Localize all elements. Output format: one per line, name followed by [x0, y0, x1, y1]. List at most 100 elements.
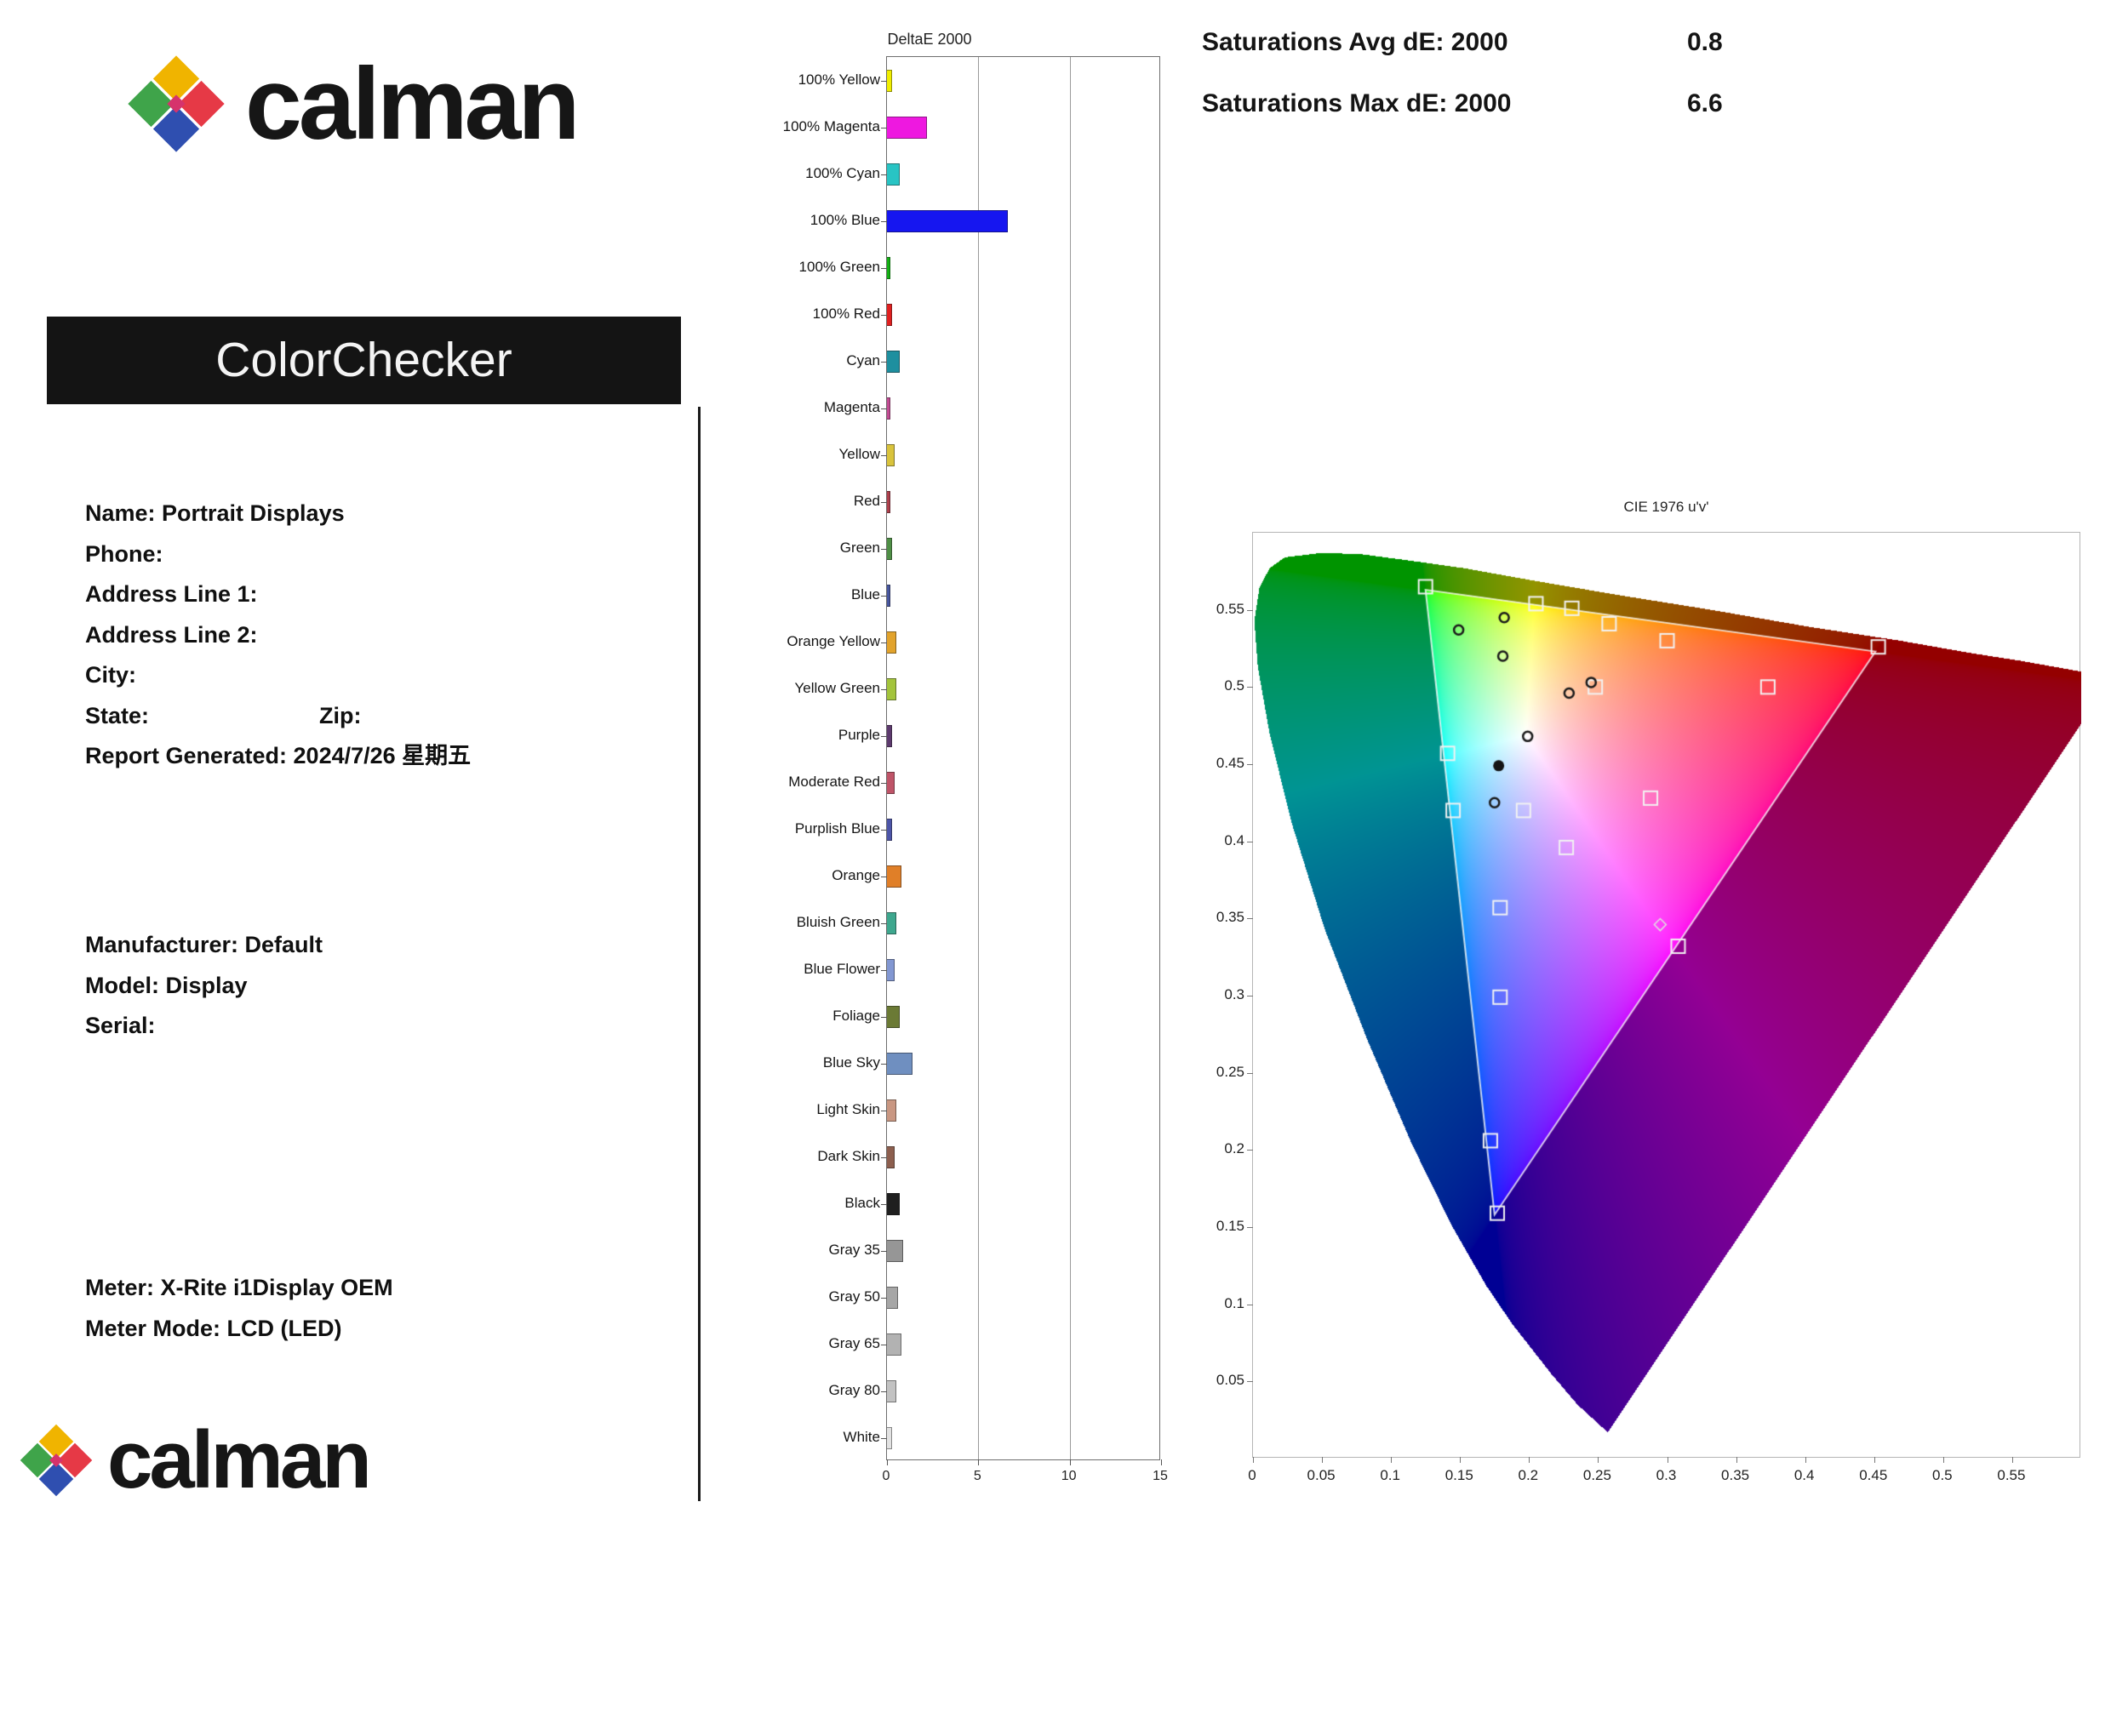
deltae-plot-area — [881, 56, 1162, 1465]
report-title-banner: ColorChecker — [47, 317, 681, 404]
bar-category-label: Gray 80 — [828, 1382, 880, 1398]
x-axis-label: 0.2 — [1518, 1467, 1539, 1483]
y-axis-tick — [881, 548, 887, 550]
x-axis-label: 0.1 — [1380, 1467, 1400, 1483]
x-axis-tick — [1253, 1457, 1254, 1463]
meter-mode: Meter Mode: LCD (LED) — [85, 1315, 342, 1341]
y-axis-tick — [881, 1297, 887, 1299]
y-axis-tick — [1247, 609, 1253, 611]
deltae-category-labels: 100% Yellow 100% Magenta 100% Cyan 100% Blu… — [696, 56, 880, 1460]
deltae-x-axis-labels: 0 5 10 15 — [883, 1469, 1168, 1489]
y-axis-tick — [881, 1016, 887, 1018]
deltae-bar — [887, 865, 902, 888]
bar-category-label: Gray 35 — [828, 1242, 880, 1258]
x-axis-label: 0.55 — [1997, 1467, 2026, 1483]
y-axis-tick — [881, 80, 887, 82]
bar-category-label: Moderate Red — [788, 774, 880, 790]
x-axis-tick — [1069, 1459, 1071, 1465]
saturations-max-label: Saturations Max dE: 2000 — [1202, 89, 1512, 117]
bar-category-label: 100% Green — [798, 259, 880, 275]
deltae-bar — [887, 537, 893, 560]
y-axis-tick — [881, 688, 887, 690]
deltae-bar — [887, 631, 896, 654]
deltae-bar — [887, 584, 891, 607]
device-model: Model: Display — [85, 972, 248, 998]
x-axis-label: 0.15 — [1445, 1467, 1473, 1483]
bar-category-label: Purplish Blue — [794, 820, 880, 837]
y-axis-tick — [881, 782, 887, 784]
deltae-bar — [887, 209, 1008, 232]
bar-category-label: Blue — [850, 586, 880, 602]
gridline — [978, 57, 980, 1459]
report-title: ColorChecker — [215, 333, 512, 387]
x-axis-label: 0.3 — [1656, 1467, 1677, 1483]
x-axis-label: 0 — [1248, 1467, 1256, 1483]
y-axis-tick — [1247, 1381, 1253, 1383]
x-axis-label: 0.05 — [1307, 1467, 1336, 1483]
bar-category-label: Dark Skin — [817, 1148, 880, 1164]
bar-category-label: Foliage — [832, 1008, 880, 1024]
deltae-bar — [887, 1333, 902, 1356]
cie-y-axis-labels: 0.05 0.1 0.15 0.2 0.25 0.3 0.35 0.4 0.45 0.5 0.55 — [1175, 532, 1244, 1458]
brand-name: calman — [245, 47, 581, 161]
deltae-bar — [887, 490, 891, 513]
y-axis-tick — [881, 1391, 887, 1392]
x-axis-tick — [2011, 1457, 2013, 1463]
saturations-avg-value: 0.8 — [1687, 28, 1723, 56]
y-axis-tick — [881, 595, 887, 597]
gridline — [1069, 57, 1071, 1459]
cie-x-axis-labels: 0 0.05 0.1 0.15 0.2 0.25 0.3 0.35 0.4 0.45 0.5 0.55 — [1248, 1467, 2080, 1488]
saturations-avg-label: Saturations Avg dE: 2000 — [1202, 28, 1508, 56]
x-axis-label: 0.4 — [1793, 1467, 1815, 1483]
y-axis-tick — [881, 642, 887, 643]
deltae-bar — [887, 677, 896, 700]
info-phone: Phone: — [85, 540, 163, 567]
y-axis-tick — [1247, 1150, 1253, 1151]
bar-category-label: Blue Sky — [822, 1054, 880, 1071]
deltae-bar — [887, 116, 928, 139]
bar-category-label: Yellow — [838, 446, 880, 462]
bar-category-label: Bluish Green — [796, 914, 880, 930]
info-state-zip: State: Zip: — [85, 696, 471, 737]
deltae-bar — [887, 1099, 896, 1122]
bar-category-label: Green — [839, 540, 880, 556]
y-axis-tick — [881, 1203, 887, 1205]
y-axis-label: 0.2 — [1224, 1140, 1244, 1157]
y-axis-label: 0.5 — [1224, 677, 1244, 694]
x-axis-label: 0.25 — [1582, 1467, 1611, 1483]
deltae-bar — [887, 1286, 898, 1309]
bar-category-label: Purple — [838, 727, 880, 743]
bar-category-label: Light Skin — [816, 1101, 880, 1117]
y-axis-tick — [1247, 764, 1253, 765]
info-name: Name: Portrait Displays — [85, 500, 345, 526]
cie-plot-area — [1247, 532, 2081, 1463]
calman-logo-icon — [128, 55, 225, 152]
x-axis-label: 0.35 — [1721, 1467, 1750, 1483]
x-axis-tick — [1805, 1457, 1806, 1463]
bar-category-label: 100% Yellow — [798, 71, 880, 88]
y-axis-tick — [881, 1437, 887, 1439]
deltae-bar — [887, 771, 895, 794]
y-axis-tick — [881, 735, 887, 737]
deltae-bar — [887, 958, 895, 981]
x-axis-label: 0.45 — [1859, 1467, 1888, 1483]
cie-diagram-canvas — [1253, 533, 2081, 1459]
x-axis-label: 5 — [973, 1469, 981, 1483]
y-axis-tick — [1247, 1072, 1253, 1074]
y-axis-label: 0.1 — [1224, 1294, 1244, 1311]
info-state: State: — [85, 702, 150, 728]
y-axis-label: 0.05 — [1216, 1372, 1244, 1389]
bar-category-label: 100% Red — [812, 306, 880, 322]
deltae-bar — [887, 303, 893, 326]
device-manufacturer: Manufacturer: Default — [85, 932, 323, 957]
calman-logo-icon — [20, 1424, 93, 1497]
y-axis-tick — [881, 174, 887, 175]
x-axis-tick — [978, 1459, 980, 1465]
y-axis-tick — [881, 220, 887, 222]
y-axis-tick — [881, 267, 887, 269]
y-axis-label: 0.4 — [1224, 831, 1244, 848]
y-axis-label: 0.15 — [1216, 1218, 1244, 1234]
bar-category-label: Cyan — [846, 352, 880, 368]
y-axis-tick — [881, 1156, 887, 1158]
bar-category-label: Red — [853, 493, 880, 509]
